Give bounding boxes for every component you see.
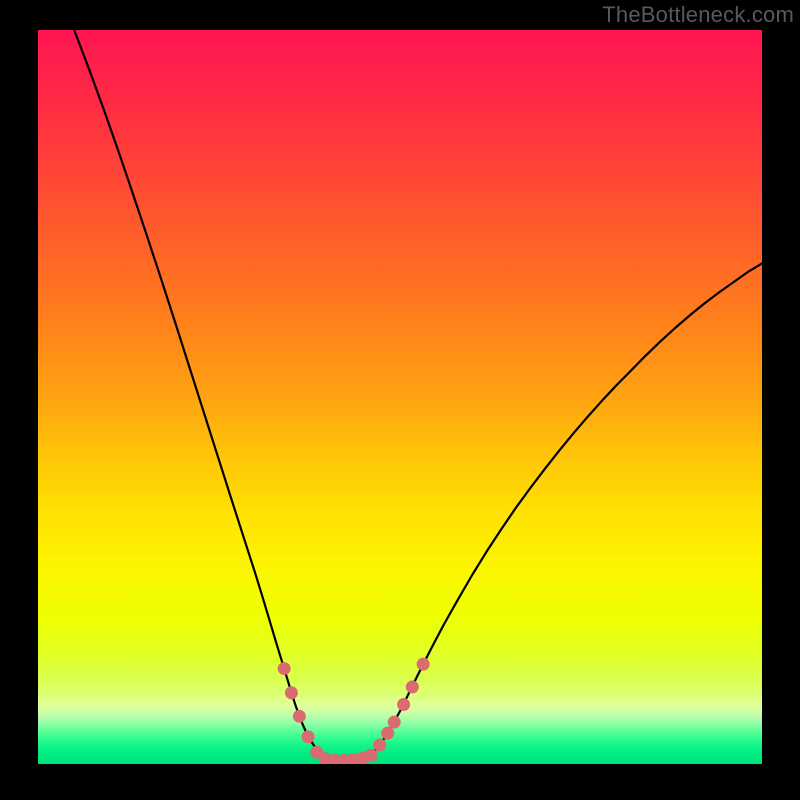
curve-marker	[302, 731, 314, 743]
bottleneck-curve	[74, 30, 762, 760]
curve-marker	[417, 658, 429, 670]
curve-marker	[365, 749, 377, 761]
curve-marker	[278, 663, 290, 675]
curve-marker	[293, 710, 305, 722]
curve-marker	[406, 681, 418, 693]
chart-plot-area	[38, 30, 762, 764]
marker-group	[278, 658, 429, 764]
curve-marker	[382, 727, 394, 739]
curve-marker	[398, 699, 410, 711]
curve-marker	[374, 739, 386, 751]
curve-marker	[388, 716, 400, 728]
curve-layer	[38, 30, 762, 764]
curve-marker	[285, 687, 297, 699]
watermark-text: TheBottleneck.com	[602, 2, 794, 28]
